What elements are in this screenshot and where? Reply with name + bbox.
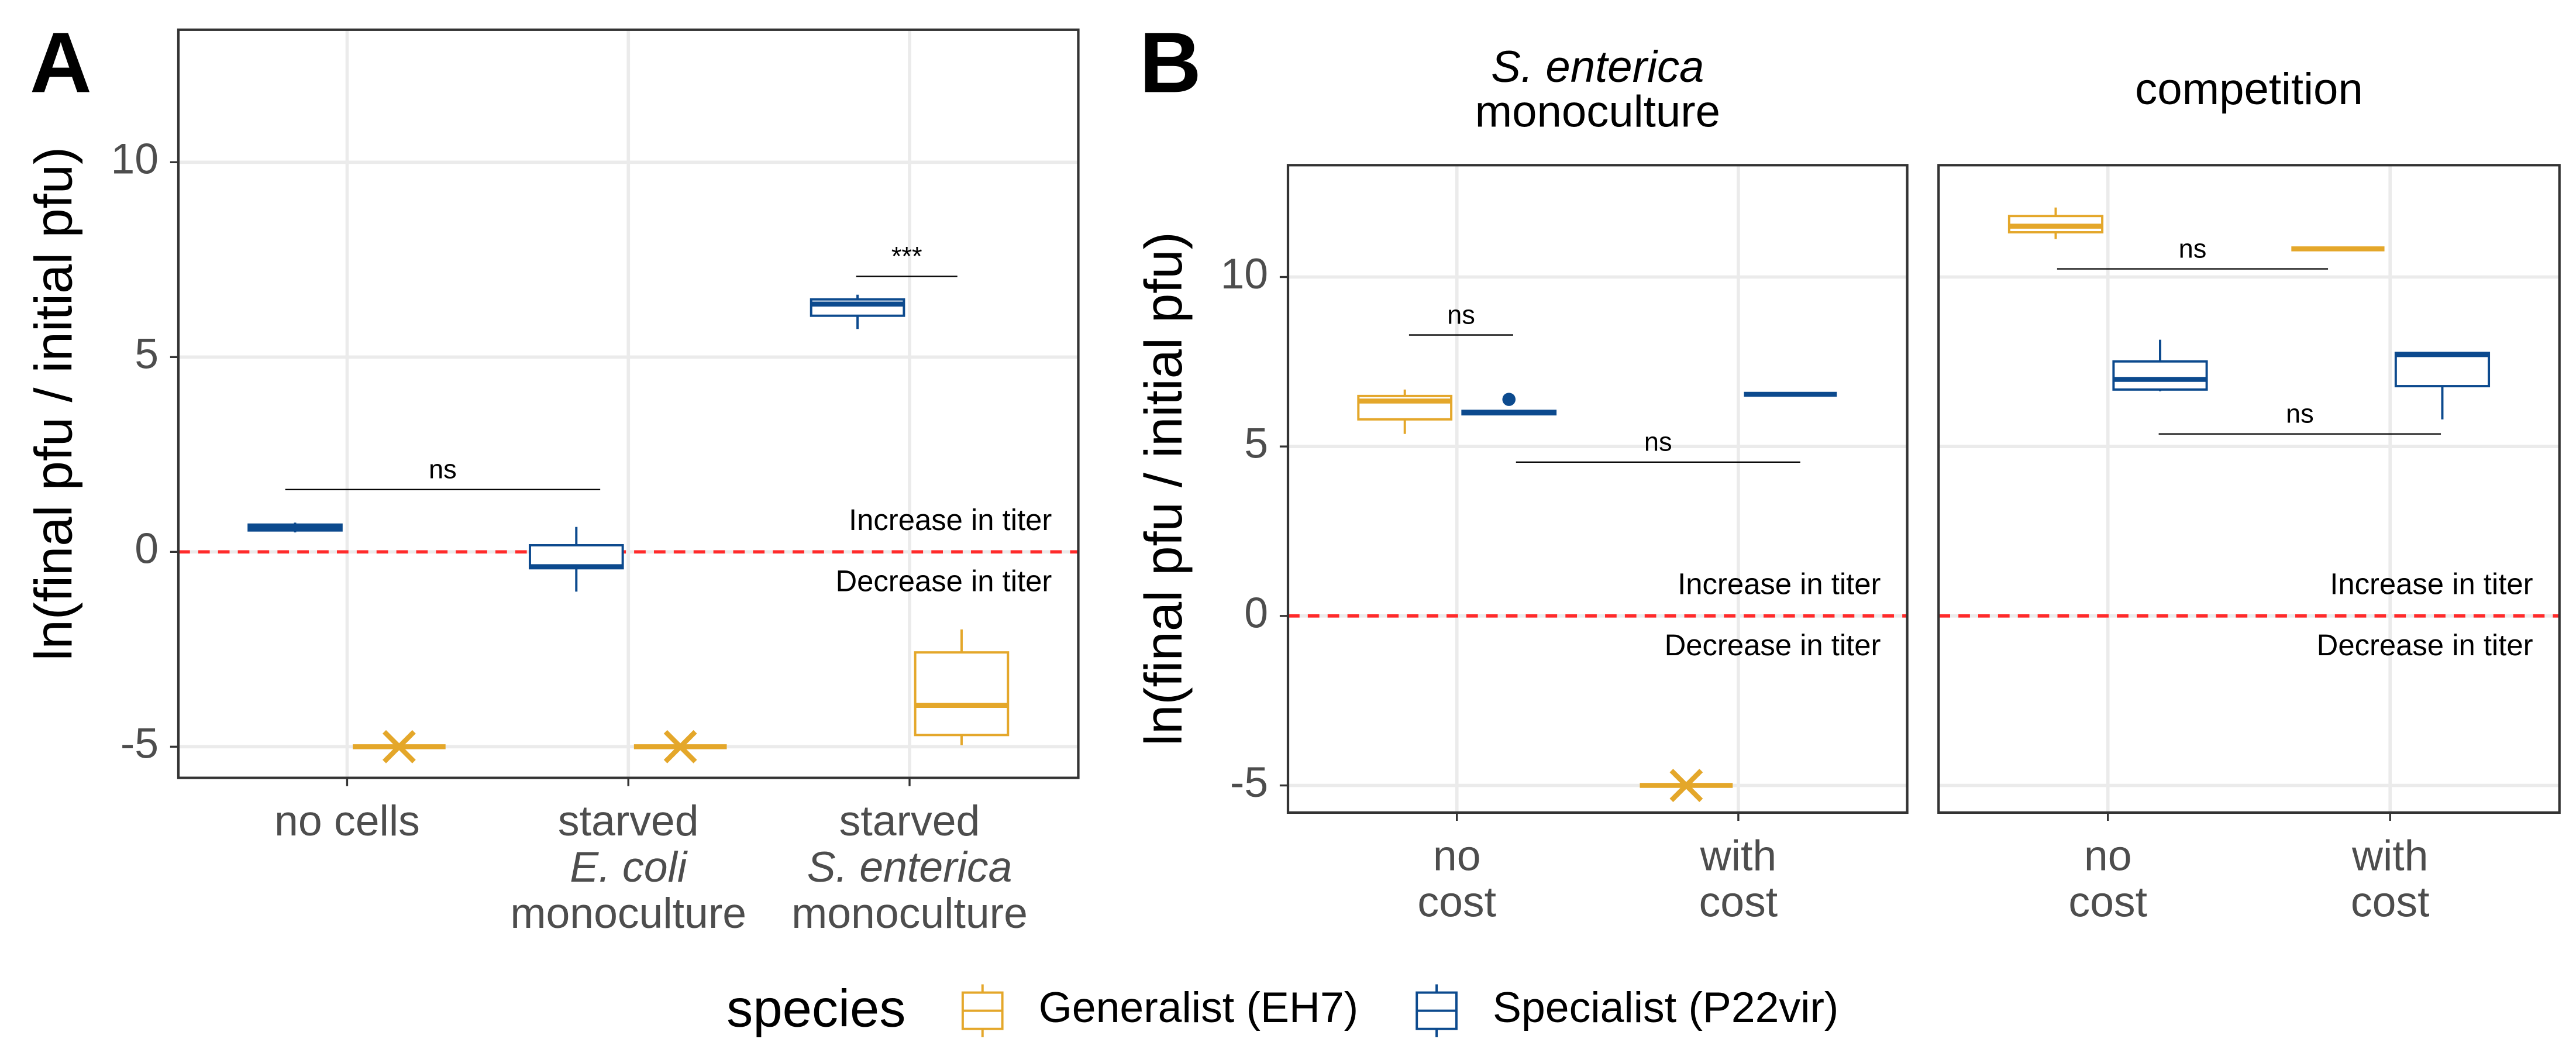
x-tick-label: starved	[558, 797, 699, 845]
panel-label: B	[1139, 15, 1201, 111]
x-tick-label: cost	[2068, 878, 2147, 926]
x-tick-label: S. enterica	[807, 843, 1013, 891]
x-tick-label: monoculture	[510, 889, 746, 937]
significance-label: ***	[891, 241, 922, 271]
y-tick-label: 0	[1244, 589, 1268, 637]
facet-title: S. enterica	[1491, 42, 1704, 92]
y-tick-label: 5	[135, 330, 159, 378]
legend-label: Generalist (EH7)	[1039, 983, 1358, 1031]
panel-border	[1937, 164, 2561, 814]
x-tick-label: no cells	[274, 797, 420, 845]
panel-border	[1286, 164, 1909, 814]
x-tick-label: starved	[839, 797, 980, 845]
x-tick-label: cost	[2351, 878, 2430, 926]
y-axis-label: ln(final pfu / initial pfu)	[25, 147, 84, 661]
box	[2112, 360, 2208, 391]
y-tick-label: 0	[135, 525, 159, 573]
x-tick-label: with	[1700, 831, 1776, 879]
annotation: Increase in titer	[2330, 567, 2533, 600]
significance-label: ns	[429, 455, 457, 484]
x-tick-label: cost	[1699, 878, 1778, 926]
box	[914, 651, 1010, 737]
y-tick-label: 10	[1220, 250, 1268, 298]
panel-label: A	[30, 15, 92, 111]
x-tick-label: no	[1433, 831, 1481, 879]
y-tick-label: -5	[1230, 758, 1268, 806]
y-tick-label: 10	[111, 135, 159, 183]
outlier	[1502, 393, 1516, 406]
facet-title: monoculture	[1475, 87, 1720, 136]
significance-label: ns	[1447, 300, 1475, 329]
box	[2394, 352, 2491, 388]
x-tick-label: no	[2084, 831, 2132, 879]
significance-label: ns	[2286, 399, 2314, 429]
annotation: Increase in titer	[849, 503, 1052, 536]
significance-label: ns	[1644, 427, 1672, 457]
annotation: Decrease in titer	[835, 564, 1052, 597]
annotation: Increase in titer	[1678, 567, 1881, 600]
significance-label: ns	[2179, 233, 2207, 263]
x-tick-label: monoculture	[791, 889, 1028, 937]
annotation: Decrease in titer	[2317, 628, 2533, 662]
x-tick-label: E. coli	[570, 843, 688, 891]
legend-title: species	[726, 979, 905, 1038]
cross-marker	[1669, 769, 1703, 802]
y-tick-label: 5	[1244, 419, 1268, 467]
x-tick-label: cost	[1417, 878, 1496, 926]
y-axis-label: ln(final pfu / initial pfu)	[1134, 232, 1193, 746]
facet-title: competition	[2135, 64, 2363, 114]
x-tick-label: with	[2351, 831, 2428, 879]
annotation: Decrease in titer	[1665, 628, 1881, 662]
y-tick-label: -5	[120, 720, 159, 768]
legend-label: Specialist (P22vir)	[1493, 983, 1838, 1031]
panel-border	[177, 28, 1080, 779]
cross-marker	[663, 730, 697, 763]
cross-marker	[382, 730, 416, 763]
